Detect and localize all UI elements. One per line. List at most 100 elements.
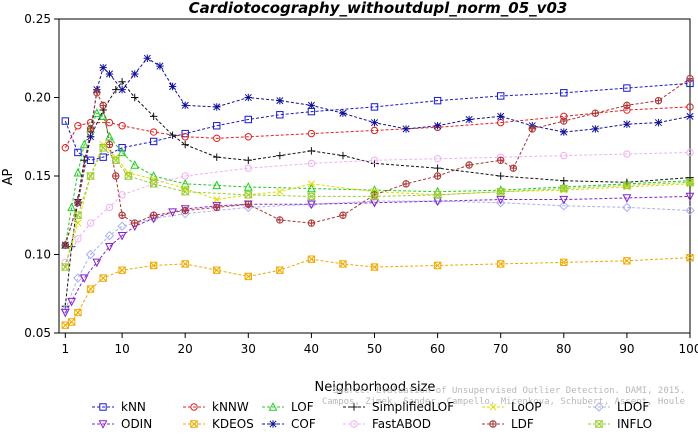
data-point-ldf: [74, 199, 82, 207]
y-tick-label: 0.20: [24, 91, 51, 105]
series-line-knnw: [64, 106, 691, 148]
x-tick-label: 100: [679, 342, 698, 356]
legend-label-cof: COF: [291, 417, 316, 431]
legend-entry-loop: LoOP: [482, 400, 542, 414]
data-point-simplifiedlof: [80, 156, 88, 164]
data-point-kdeos: [149, 261, 158, 270]
data-point-kdeos: [623, 257, 631, 265]
data-point-lof: [130, 160, 140, 169]
data-point-simplifiedlof: [686, 173, 694, 182]
legend-entry-ldof: LDOF: [588, 400, 649, 414]
data-point-fastabod: [86, 219, 95, 227]
data-point-lof: [79, 139, 89, 149]
data-point-fastabod: [307, 159, 316, 168]
data-point-knn: [181, 129, 189, 138]
data-point-ldf: [623, 101, 631, 109]
data-point-cof: [156, 62, 164, 70]
data-point-lof: [117, 147, 127, 157]
data-point-knn: [560, 89, 568, 97]
data-point-cof: [433, 122, 442, 130]
data-point-knn: [149, 137, 158, 146]
data-point-knn: [61, 117, 70, 125]
data-point-simplifiedlof: [497, 172, 505, 180]
data-point-fastabod: [74, 235, 82, 243]
data-point-kdeos: [686, 253, 694, 262]
data-point-kdeos: [99, 274, 107, 282]
data-point-fastabod: [181, 172, 189, 180]
data-point-inflo: [685, 178, 695, 186]
data-point-ldof: [104, 230, 115, 241]
data-point-knnw: [61, 144, 70, 152]
legend-label-knnw: kNNW: [212, 400, 249, 414]
data-point-cof: [686, 112, 694, 121]
data-point-ldf: [686, 75, 694, 83]
data-point-knnw: [149, 128, 158, 136]
data-point-ldf: [181, 206, 189, 215]
data-point-knnw: [74, 122, 82, 130]
data-point-odin: [92, 258, 102, 268]
data-point-odin: [306, 200, 316, 210]
data-point-knn: [213, 122, 221, 130]
data-point-fastabod: [686, 148, 694, 157]
data-point-inflo: [98, 144, 108, 152]
data-point-simplifiedlof: [112, 85, 120, 94]
data-point-simplifiedlof: [433, 164, 442, 172]
chart-title: Cardiotocography_withoutdupl_norm_05_v03: [189, 0, 568, 17]
data-point-knn: [118, 144, 126, 152]
data-point-odin: [212, 202, 222, 211]
legend-label-lof: LOF: [291, 400, 314, 414]
data-point-fastabod: [244, 164, 253, 172]
data-point-inflo: [180, 188, 190, 196]
data-point-simplifiedlof: [307, 147, 316, 155]
y-axis-label: AP: [1, 168, 16, 185]
legend-label-knn: kNN: [121, 400, 146, 414]
data-point-odin: [105, 242, 114, 252]
data-point-knnw: [118, 122, 126, 130]
data-point-kdeos: [276, 266, 284, 274]
data-point-kdeos: [74, 308, 82, 317]
data-point-inflo: [149, 180, 159, 188]
series-ldf: [61, 75, 694, 249]
data-point-ldf: [339, 211, 347, 219]
x-tick-label: 70: [493, 342, 508, 356]
data-point-ldf: [497, 156, 505, 164]
legend-marker-knn: [99, 403, 107, 411]
data-point-fastabod: [370, 156, 379, 165]
y-tick-label: 0.10: [24, 248, 51, 262]
x-tick-label: 30: [241, 342, 256, 356]
x-tick-label: 60: [430, 342, 445, 356]
series-line-simplifiedlof: [64, 81, 691, 307]
data-point-inflo: [243, 191, 253, 199]
data-point-kdeos: [67, 318, 76, 326]
legend-entry-knnw: kNNW: [183, 400, 249, 414]
data-point-cof: [370, 118, 379, 127]
plot-area: [58, 18, 695, 334]
legend-label-loop: LoOP: [511, 400, 542, 414]
data-point-simplifiedlof: [149, 112, 158, 121]
data-point-kdeos: [560, 258, 568, 267]
data-point-simplifiedlof: [131, 93, 139, 102]
data-point-simplifiedlof: [181, 140, 189, 149]
data-point-knnw: [686, 103, 694, 111]
data-point-knnw: [370, 126, 379, 135]
data-point-ldf: [61, 241, 70, 249]
legend-marker-kdeos: [190, 420, 198, 428]
data-point-lof: [212, 180, 222, 190]
data-point-knn: [276, 111, 284, 119]
data-point-kdeos: [118, 266, 126, 274]
y-tick-label: 0.15: [24, 169, 51, 183]
data-point-knnw: [181, 133, 189, 141]
data-point-cof: [654, 118, 663, 127]
data-point-fastabod: [560, 151, 568, 160]
data-point-ldf: [213, 203, 221, 212]
data-point-ldof: [622, 202, 632, 213]
data-point-lof: [243, 182, 253, 191]
data-point-lof: [180, 178, 190, 188]
data-point-cof: [86, 133, 95, 141]
series-odin: [60, 192, 695, 318]
x-tick-label: 90: [619, 342, 634, 356]
legend-entry-kdeos: KDEOS: [183, 417, 254, 431]
data-point-fastabod: [623, 150, 631, 158]
x-axis-label: Neighborhood size: [315, 380, 436, 395]
data-point-inflo: [559, 184, 569, 193]
